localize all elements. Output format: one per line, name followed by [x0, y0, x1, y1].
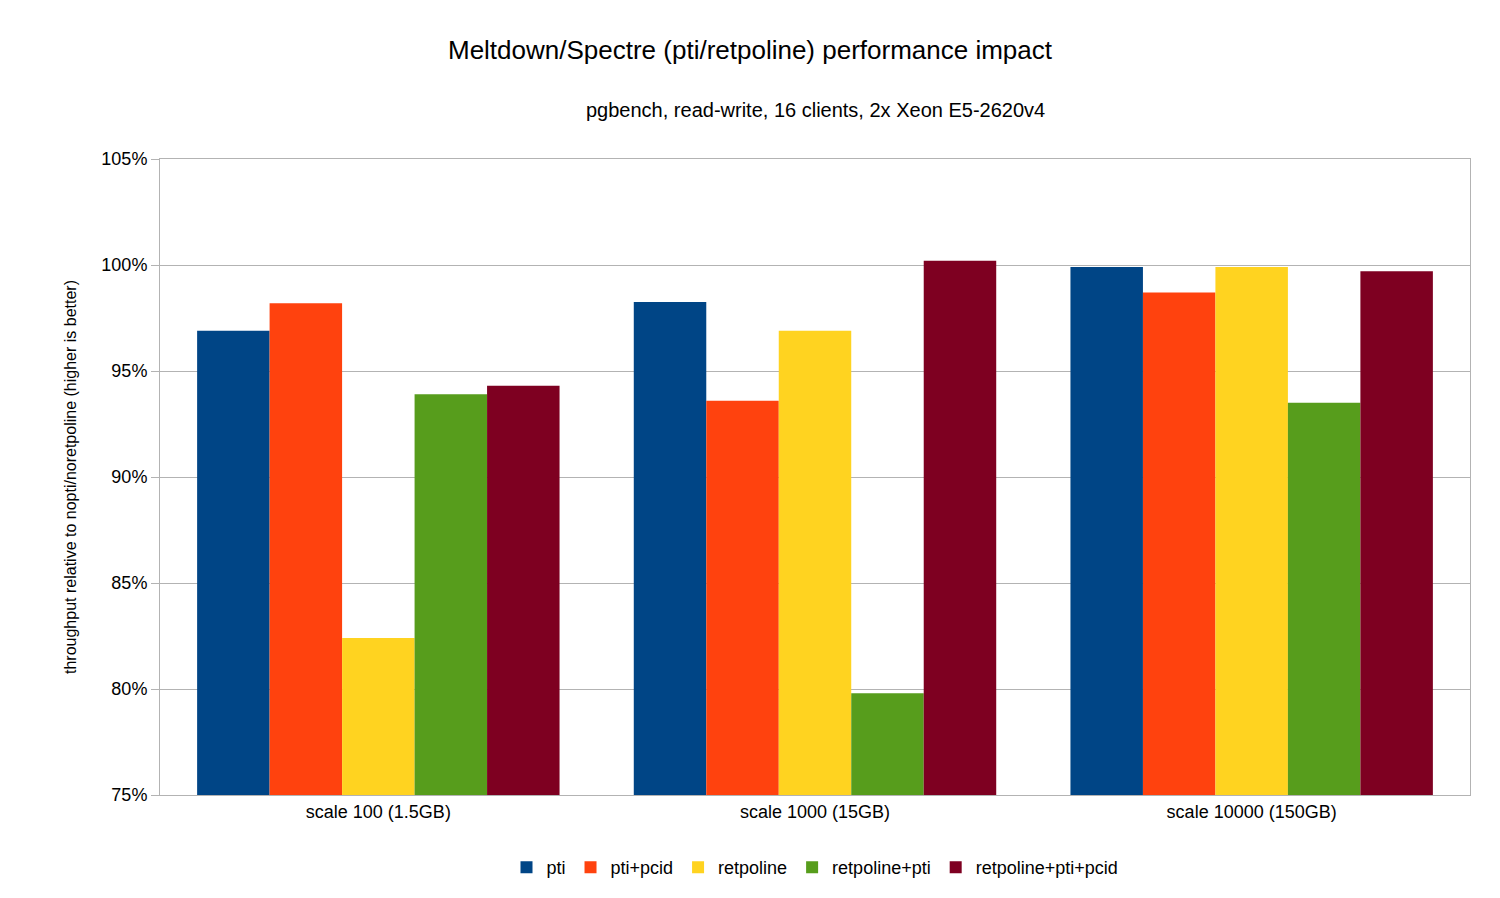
svg-text:80%: 80%: [111, 679, 147, 699]
svg-text:retpoline: retpoline: [718, 858, 787, 878]
svg-text:Meltdown/Spectre (pti/retpolin: Meltdown/Spectre (pti/retpoline) perform…: [448, 35, 1053, 65]
svg-text:75%: 75%: [111, 785, 147, 805]
svg-text:pti: pti: [547, 858, 566, 878]
svg-text:retpoline+pti+pcid: retpoline+pti+pcid: [976, 858, 1118, 878]
svg-text:retpoline+pti: retpoline+pti: [832, 858, 931, 878]
svg-text:scale 100 (1.5GB): scale 100 (1.5GB): [306, 802, 451, 822]
svg-text:scale 10000 (150GB): scale 10000 (150GB): [1167, 802, 1337, 822]
svg-text:throughput relative to nopti/n: throughput relative to nopti/noretpoline…: [62, 280, 79, 674]
svg-text:95%: 95%: [111, 361, 147, 381]
svg-text:105%: 105%: [101, 149, 147, 169]
svg-text:pti+pcid: pti+pcid: [611, 858, 674, 878]
svg-text:pgbench, read-write, 16 client: pgbench, read-write, 16 clients, 2x Xeon…: [586, 99, 1045, 121]
svg-text:85%: 85%: [111, 573, 147, 593]
svg-text:scale 1000 (15GB): scale 1000 (15GB): [740, 802, 890, 822]
svg-text:100%: 100%: [101, 255, 147, 275]
svg-text:90%: 90%: [111, 467, 147, 487]
